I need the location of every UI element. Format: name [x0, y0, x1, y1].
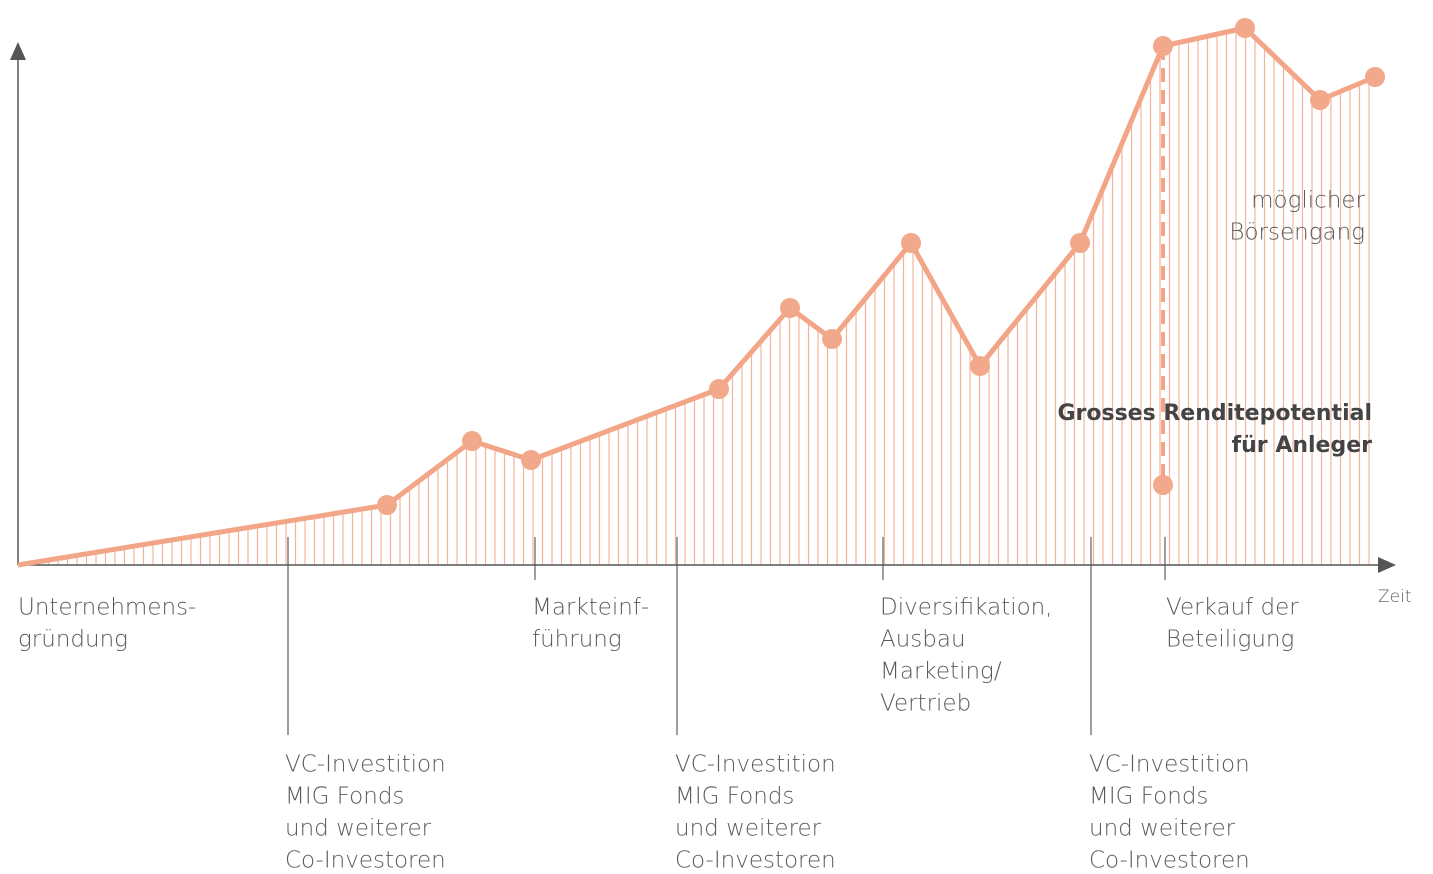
milestone-label: VC-Investition — [1089, 752, 1250, 778]
ipo-label: möglicher — [1251, 188, 1365, 214]
milestone-label: Marketing/ — [880, 659, 1002, 685]
point — [1070, 233, 1090, 253]
growth-line — [17, 25, 1376, 568]
milestone-label: Verkauf der — [1166, 595, 1299, 621]
point — [822, 329, 842, 349]
milestone-label: VC-Investition — [675, 752, 836, 778]
point — [1310, 90, 1330, 110]
point — [709, 379, 729, 399]
point — [377, 495, 397, 515]
milestone-label: MIG Fonds — [1089, 784, 1208, 810]
point — [1153, 36, 1173, 56]
ipo-label: Börsengang — [1229, 220, 1365, 246]
milestone-label: MIG Fonds — [285, 784, 404, 810]
point — [780, 298, 800, 318]
milestone-label: MIG Fonds — [675, 784, 794, 810]
milestone-label: Vertrieb — [880, 691, 971, 717]
return-label: für Anleger — [1232, 433, 1373, 458]
milestone-label: und weiterer — [675, 816, 822, 842]
milestone-label: Beteiligung — [1166, 627, 1294, 653]
milestone-label: und weiterer — [285, 816, 432, 842]
axis-label: Zeit — [1378, 587, 1412, 607]
point — [521, 450, 541, 470]
labels: Unternehmens-gründung VC-Investition MIG F… — [18, 188, 1373, 874]
hatched-area — [18, 28, 1375, 565]
point — [462, 431, 482, 451]
milestone-label: Diversifikation, — [880, 595, 1053, 621]
x-axis-arrow — [1378, 557, 1396, 573]
milestone-label: VC-Investition — [285, 752, 446, 778]
point — [1235, 18, 1255, 38]
point — [970, 356, 990, 376]
points — [377, 18, 1385, 515]
return-label: Grosses Renditepotential — [1057, 401, 1372, 426]
milestone-label: Ausbau — [880, 627, 966, 653]
y-axis-arrow — [10, 42, 26, 60]
milestone-label: Co-Investoren — [285, 848, 446, 871]
point — [1153, 475, 1173, 495]
milestone-label: und weiterer — [1089, 816, 1236, 842]
milestone-label: Unternehmens- — [18, 595, 196, 621]
milestone-label: gründung — [18, 627, 128, 653]
milestone-label: Markteinf- — [532, 595, 649, 621]
point — [901, 233, 921, 253]
point — [1365, 67, 1385, 87]
milestone-label: führung — [532, 627, 622, 653]
milestone-label: Co-Investoren — [675, 848, 836, 871]
milestone-label: Co-Investoren — [1089, 848, 1250, 871]
